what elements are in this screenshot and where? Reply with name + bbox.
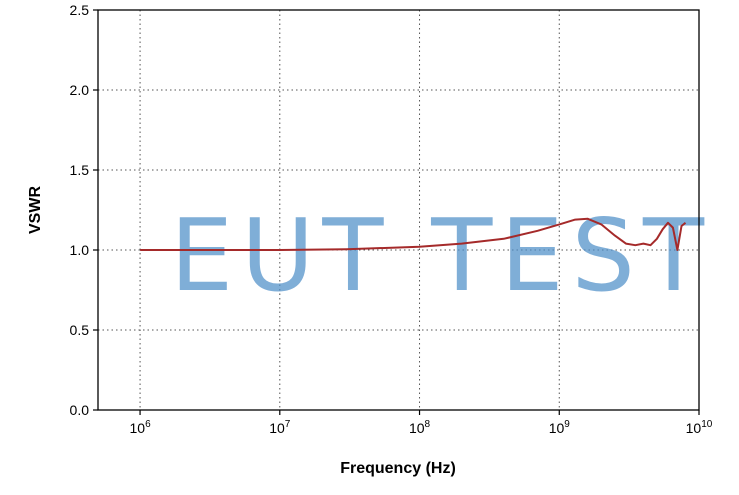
x-axis-label: Frequency (Hz) — [340, 460, 456, 477]
y-tick-label: 1.5 — [70, 162, 90, 178]
y-tick-label: 1.0 — [70, 242, 90, 258]
y-tick-label: 2.0 — [70, 82, 90, 98]
y-axis-ticks: 0.0 0.5 1.0 1.5 2.0 2.5 — [70, 2, 98, 418]
x-tick-label: 1010 — [686, 419, 713, 436]
y-tick-label: 0.5 — [70, 322, 90, 338]
watermark-layer: EUT TEST — [170, 197, 712, 314]
plot-frame — [97, 9, 700, 411]
vswr-series-line — [140, 217, 687, 251]
watermark-text: EUT TEST — [170, 197, 712, 314]
x-tick-label: 106 — [129, 419, 151, 436]
x-tick-label: 108 — [409, 419, 431, 436]
x-tick-label: 109 — [549, 419, 571, 436]
x-axis-ticks: 106 107 108 109 1010 — [129, 410, 713, 436]
series-layer — [140, 217, 687, 251]
y-axis-label: VSWR — [27, 186, 44, 234]
x-tick-label: 107 — [269, 419, 291, 436]
y-tick-label: 2.5 — [70, 2, 90, 18]
y-tick-label: 0.0 — [70, 402, 90, 418]
